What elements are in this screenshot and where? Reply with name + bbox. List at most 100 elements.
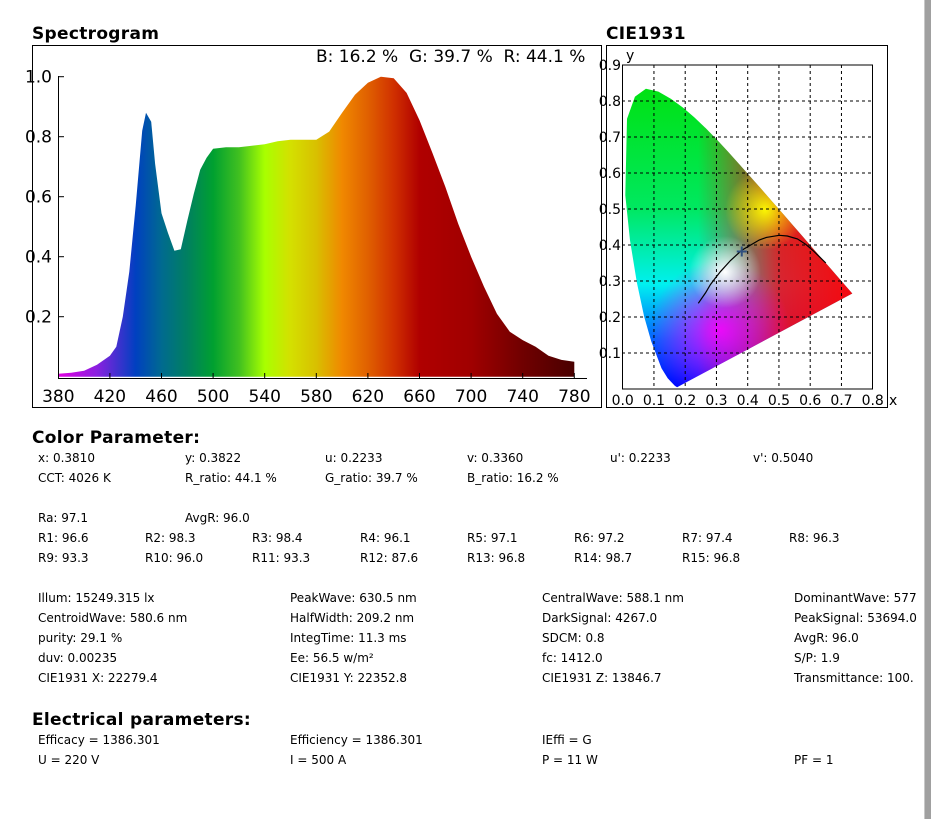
color-param-value: v: 0.3360 <box>467 451 524 465</box>
photometric-value: CIE1931 Z: 13846.7 <box>542 671 662 685</box>
y-tick-label: 0.8 <box>25 128 52 148</box>
cie-y-tick-label: 0.6 <box>599 166 621 182</box>
spectrum-area <box>58 76 575 377</box>
x-tick-label: 500 <box>197 387 229 407</box>
planckian-locus <box>697 234 827 304</box>
cri-r-value: R4: 96.1 <box>360 531 411 545</box>
photometric-value: IntegTime: 11.3 ms <box>290 631 407 645</box>
rgb-ratio-summary: B: 16.2 % G: 39.7 % R: 44.1 % <box>316 47 586 67</box>
cri-value: AvgR: 96.0 <box>185 511 250 525</box>
cie-y-tick-label: 0.3 <box>599 274 621 290</box>
color-param-value: x: 0.3810 <box>38 451 95 465</box>
photometric-value: Ee: 56.5 w/m² <box>290 651 374 665</box>
x-tick-label: 780 <box>558 387 590 407</box>
cie-frame <box>606 45 888 408</box>
photometric-value: DominantWave: 577 <box>794 591 917 605</box>
cri-r-value: R10: 96.0 <box>145 551 204 565</box>
photometric-value: SDCM: 0.8 <box>542 631 605 645</box>
electrical-value: PF = 1 <box>794 753 834 767</box>
cie-x-tick-label: 0.4 <box>737 393 759 409</box>
cri-r-value: R12: 87.6 <box>360 551 419 565</box>
cie-x-tick-label: 0.0 <box>612 393 634 409</box>
photometric-value: S/P: 1.9 <box>794 651 840 665</box>
x-tick-label: 540 <box>248 387 280 407</box>
cri-value: Ra: 97.1 <box>38 511 89 525</box>
cie-y-tick-label: 0.9 <box>599 58 621 74</box>
cie-y-tick-label: 0.1 <box>599 346 621 362</box>
measurement-point-marker <box>736 246 747 257</box>
cie-y-tick-label: 0.8 <box>599 94 621 110</box>
cie-y-tick-label: 0.4 <box>599 238 621 254</box>
cri-r-value: R13: 96.8 <box>467 551 526 565</box>
electrical-value: IEffi = G <box>542 733 592 747</box>
cie-y-axis-label: y <box>626 48 634 64</box>
electrical-value: U = 220 V <box>38 753 100 767</box>
cri-r-value: R6: 97.2 <box>574 531 625 545</box>
cie-y-tick-label: 0.7 <box>599 130 621 146</box>
cri-r-value: R8: 96.3 <box>789 531 840 545</box>
cri-r-value: R11: 93.3 <box>252 551 311 565</box>
electrical-value: Efficacy = 1386.301 <box>38 733 160 747</box>
cri-r-value: R1: 96.6 <box>38 531 89 545</box>
photometric-value: purity: 29.1 % <box>38 631 123 645</box>
x-tick-label: 380 <box>42 387 74 407</box>
cri-r-value: R7: 97.4 <box>682 531 733 545</box>
spectrogram-plot: 0.2 0.4 0.6 0.8 1.0 380 420 460 500 540 580 620 660 7… <box>25 68 591 407</box>
photometric-value: CIE1931 X: 22279.4 <box>38 671 158 685</box>
x-tick-label: 620 <box>352 387 384 407</box>
photometric-value: CentroidWave: 580.6 nm <box>38 611 188 625</box>
photometric-value: HalfWidth: 209.2 nm <box>290 611 415 625</box>
cie-x-tick-label: 0.7 <box>830 393 852 409</box>
color-param-value: G_ratio: 39.7 % <box>325 471 418 485</box>
cie-x-axis-label: x <box>889 393 897 409</box>
x-tick-label: 460 <box>145 387 177 407</box>
photometric-value: AvgR: 96.0 <box>794 631 859 645</box>
y-tick-label: 1.0 <box>25 68 52 88</box>
cri-r-value: R14: 98.7 <box>574 551 633 565</box>
electrical-value: I = 500 A <box>290 753 347 767</box>
cri-r-value: R2: 98.3 <box>145 531 196 545</box>
cri-r-value: R15: 96.8 <box>682 551 741 565</box>
photometric-value: duv: 0.00235 <box>38 651 118 665</box>
spectrogram-frame <box>32 45 602 408</box>
photometric-value: PeakSignal: 53694.0 <box>794 611 917 625</box>
cie-x-tick-label: 0.8 <box>862 393 884 409</box>
cie-title: CIE1931 <box>606 24 686 44</box>
x-tick-label: 420 <box>94 387 126 407</box>
cie-y-tick-label: 0.5 <box>599 202 621 218</box>
cri-r-value: R9: 93.3 <box>38 551 89 565</box>
color-param-value: CCT: 4026 K <box>38 471 111 485</box>
photometric-value: Illum: 15249.315 lx <box>38 591 155 605</box>
y-tick-label: 0.6 <box>25 188 52 208</box>
cie-x-tick-label: 0.5 <box>768 393 790 409</box>
photometric-value: Transmittance: 100. <box>794 671 914 685</box>
photometric-value: fc: 1412.0 <box>542 651 603 665</box>
electrical-value: Efficiency = 1386.301 <box>290 733 423 747</box>
cie-x-tick-label: 0.2 <box>674 393 696 409</box>
y-tick-label: 0.2 <box>25 308 52 328</box>
photometric-value: PeakWave: 630.5 nm <box>290 591 417 605</box>
x-tick-label: 580 <box>300 387 332 407</box>
color-param-value: u: 0.2233 <box>325 451 383 465</box>
color-parameter-title: Color Parameter: <box>32 428 201 448</box>
color-param-value: u': 0.2233 <box>610 451 671 465</box>
window-border-scrollbar[interactable] <box>924 0 931 819</box>
cri-r-value: R3: 98.4 <box>252 531 303 545</box>
spectrogram-title: Spectrogram <box>32 24 160 44</box>
cie-y-tick-label: 0.2 <box>599 310 621 326</box>
cie-plot: 0.0 0.1 0.2 0.3 0.4 0.5 0.6 0.7 0.8 0.1 0.2 0.3 0.4 0… <box>599 48 898 409</box>
photometric-value: DarkSignal: 4267.0 <box>542 611 658 625</box>
x-tick-label: 700 <box>455 387 487 407</box>
y-tick-label: 0.4 <box>25 248 52 268</box>
electrical-parameters-title: Electrical parameters: <box>32 710 251 730</box>
cie-x-tick-label: 0.3 <box>705 393 727 409</box>
cri-r-value: R5: 97.1 <box>467 531 518 545</box>
photometric-value: CIE1931 Y: 22352.8 <box>290 671 408 685</box>
electrical-value: P = 11 W <box>542 753 598 767</box>
color-param-value: B_ratio: 16.2 % <box>467 471 559 485</box>
color-param-value: R_ratio: 44.1 % <box>185 471 277 485</box>
cie-plot-border <box>622 64 873 390</box>
color-param-value: v': 0.5040 <box>753 451 814 465</box>
color-param-value: y: 0.3822 <box>185 451 242 465</box>
